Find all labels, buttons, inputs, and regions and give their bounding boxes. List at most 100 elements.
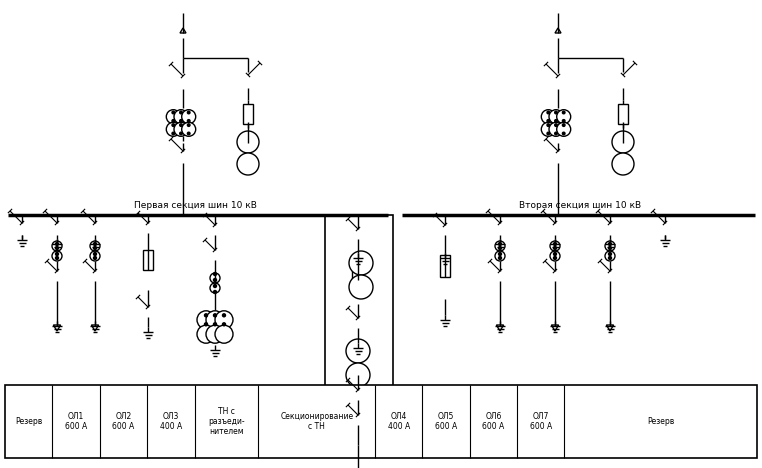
Circle shape bbox=[549, 122, 563, 136]
Circle shape bbox=[609, 253, 611, 256]
Circle shape bbox=[562, 124, 565, 126]
Circle shape bbox=[172, 132, 174, 135]
Circle shape bbox=[172, 120, 174, 122]
Circle shape bbox=[612, 153, 634, 175]
Circle shape bbox=[553, 247, 556, 249]
Circle shape bbox=[549, 110, 563, 124]
Circle shape bbox=[223, 323, 226, 326]
Circle shape bbox=[557, 122, 571, 136]
Circle shape bbox=[174, 110, 188, 124]
Circle shape bbox=[213, 285, 216, 287]
Text: ОЛ2
600 А: ОЛ2 600 А bbox=[112, 412, 135, 431]
Circle shape bbox=[553, 256, 556, 259]
Circle shape bbox=[180, 124, 182, 126]
Circle shape bbox=[215, 325, 233, 343]
Circle shape bbox=[541, 110, 555, 124]
Circle shape bbox=[609, 242, 611, 246]
Bar bbox=[440, 255, 450, 277]
Circle shape bbox=[349, 251, 373, 275]
Circle shape bbox=[94, 242, 97, 246]
Circle shape bbox=[547, 120, 549, 122]
Text: ОЛ5
600 А: ОЛ5 600 А bbox=[435, 412, 457, 431]
Text: ОЛ3
400 А: ОЛ3 400 А bbox=[160, 412, 182, 431]
Circle shape bbox=[172, 111, 174, 114]
Circle shape bbox=[213, 272, 216, 276]
Circle shape bbox=[94, 253, 97, 256]
Text: ОЛ4
400 А: ОЛ4 400 А bbox=[388, 412, 410, 431]
Circle shape bbox=[213, 314, 216, 317]
Circle shape bbox=[204, 314, 207, 317]
Text: Вторая секция шин 10 кВ: Вторая секция шин 10 кВ bbox=[519, 201, 641, 210]
Text: Первая секция шин 10 кВ: Первая секция шин 10 кВ bbox=[133, 201, 257, 210]
Circle shape bbox=[181, 110, 196, 124]
Circle shape bbox=[547, 132, 549, 135]
Circle shape bbox=[237, 153, 259, 175]
Circle shape bbox=[498, 256, 501, 259]
Circle shape bbox=[204, 323, 207, 326]
Circle shape bbox=[498, 247, 501, 249]
Circle shape bbox=[94, 256, 97, 259]
Circle shape bbox=[187, 124, 190, 126]
Circle shape bbox=[555, 120, 557, 122]
Circle shape bbox=[562, 132, 565, 135]
Circle shape bbox=[56, 242, 59, 246]
Circle shape bbox=[213, 291, 216, 293]
Circle shape bbox=[56, 253, 59, 256]
Circle shape bbox=[180, 120, 182, 122]
Bar bbox=[325, 215, 393, 445]
Circle shape bbox=[553, 253, 556, 256]
Text: Резерв: Резерв bbox=[15, 417, 43, 426]
Circle shape bbox=[547, 111, 549, 114]
Circle shape bbox=[215, 311, 233, 329]
Bar bbox=[618, 104, 628, 124]
Text: ОЛ7
600 А: ОЛ7 600 А bbox=[530, 412, 552, 431]
Circle shape bbox=[56, 247, 59, 249]
Circle shape bbox=[498, 253, 501, 256]
Circle shape bbox=[555, 111, 557, 114]
Circle shape bbox=[206, 311, 224, 329]
Circle shape bbox=[555, 132, 557, 135]
Circle shape bbox=[553, 242, 556, 246]
Circle shape bbox=[346, 363, 370, 387]
Circle shape bbox=[187, 120, 190, 122]
Text: Секционирование
с ТН: Секционирование с ТН bbox=[280, 412, 354, 431]
Circle shape bbox=[555, 124, 557, 126]
Text: ТН с
разъеди-
нителем: ТН с разъеди- нителем bbox=[208, 407, 245, 436]
Circle shape bbox=[187, 132, 190, 135]
Circle shape bbox=[237, 131, 259, 153]
Bar bbox=[243, 104, 253, 124]
Circle shape bbox=[557, 110, 571, 124]
Circle shape bbox=[223, 314, 226, 317]
Circle shape bbox=[166, 122, 181, 136]
Circle shape bbox=[166, 110, 181, 124]
Circle shape bbox=[562, 120, 565, 122]
Circle shape bbox=[94, 247, 97, 249]
Bar bbox=[5, 385, 757, 458]
Bar bbox=[352, 256, 364, 280]
Circle shape bbox=[180, 111, 182, 114]
Text: Резерв: Резерв bbox=[647, 417, 674, 426]
Circle shape bbox=[562, 111, 565, 114]
Circle shape bbox=[172, 124, 174, 126]
Circle shape bbox=[612, 131, 634, 153]
Circle shape bbox=[213, 278, 216, 281]
Circle shape bbox=[346, 339, 370, 363]
Text: ОЛ1
600 А: ОЛ1 600 А bbox=[65, 412, 87, 431]
Circle shape bbox=[349, 275, 373, 299]
Circle shape bbox=[206, 325, 224, 343]
Circle shape bbox=[541, 122, 555, 136]
Circle shape bbox=[180, 132, 182, 135]
Circle shape bbox=[187, 111, 190, 114]
Circle shape bbox=[197, 325, 215, 343]
Bar bbox=[143, 250, 153, 270]
Circle shape bbox=[181, 122, 196, 136]
Circle shape bbox=[213, 323, 216, 326]
Circle shape bbox=[609, 247, 611, 249]
Circle shape bbox=[547, 124, 549, 126]
Circle shape bbox=[197, 311, 215, 329]
Circle shape bbox=[609, 256, 611, 259]
Circle shape bbox=[174, 122, 188, 136]
Circle shape bbox=[498, 242, 501, 246]
Text: ОЛ6
600 А: ОЛ6 600 А bbox=[482, 412, 504, 431]
Circle shape bbox=[56, 256, 59, 259]
